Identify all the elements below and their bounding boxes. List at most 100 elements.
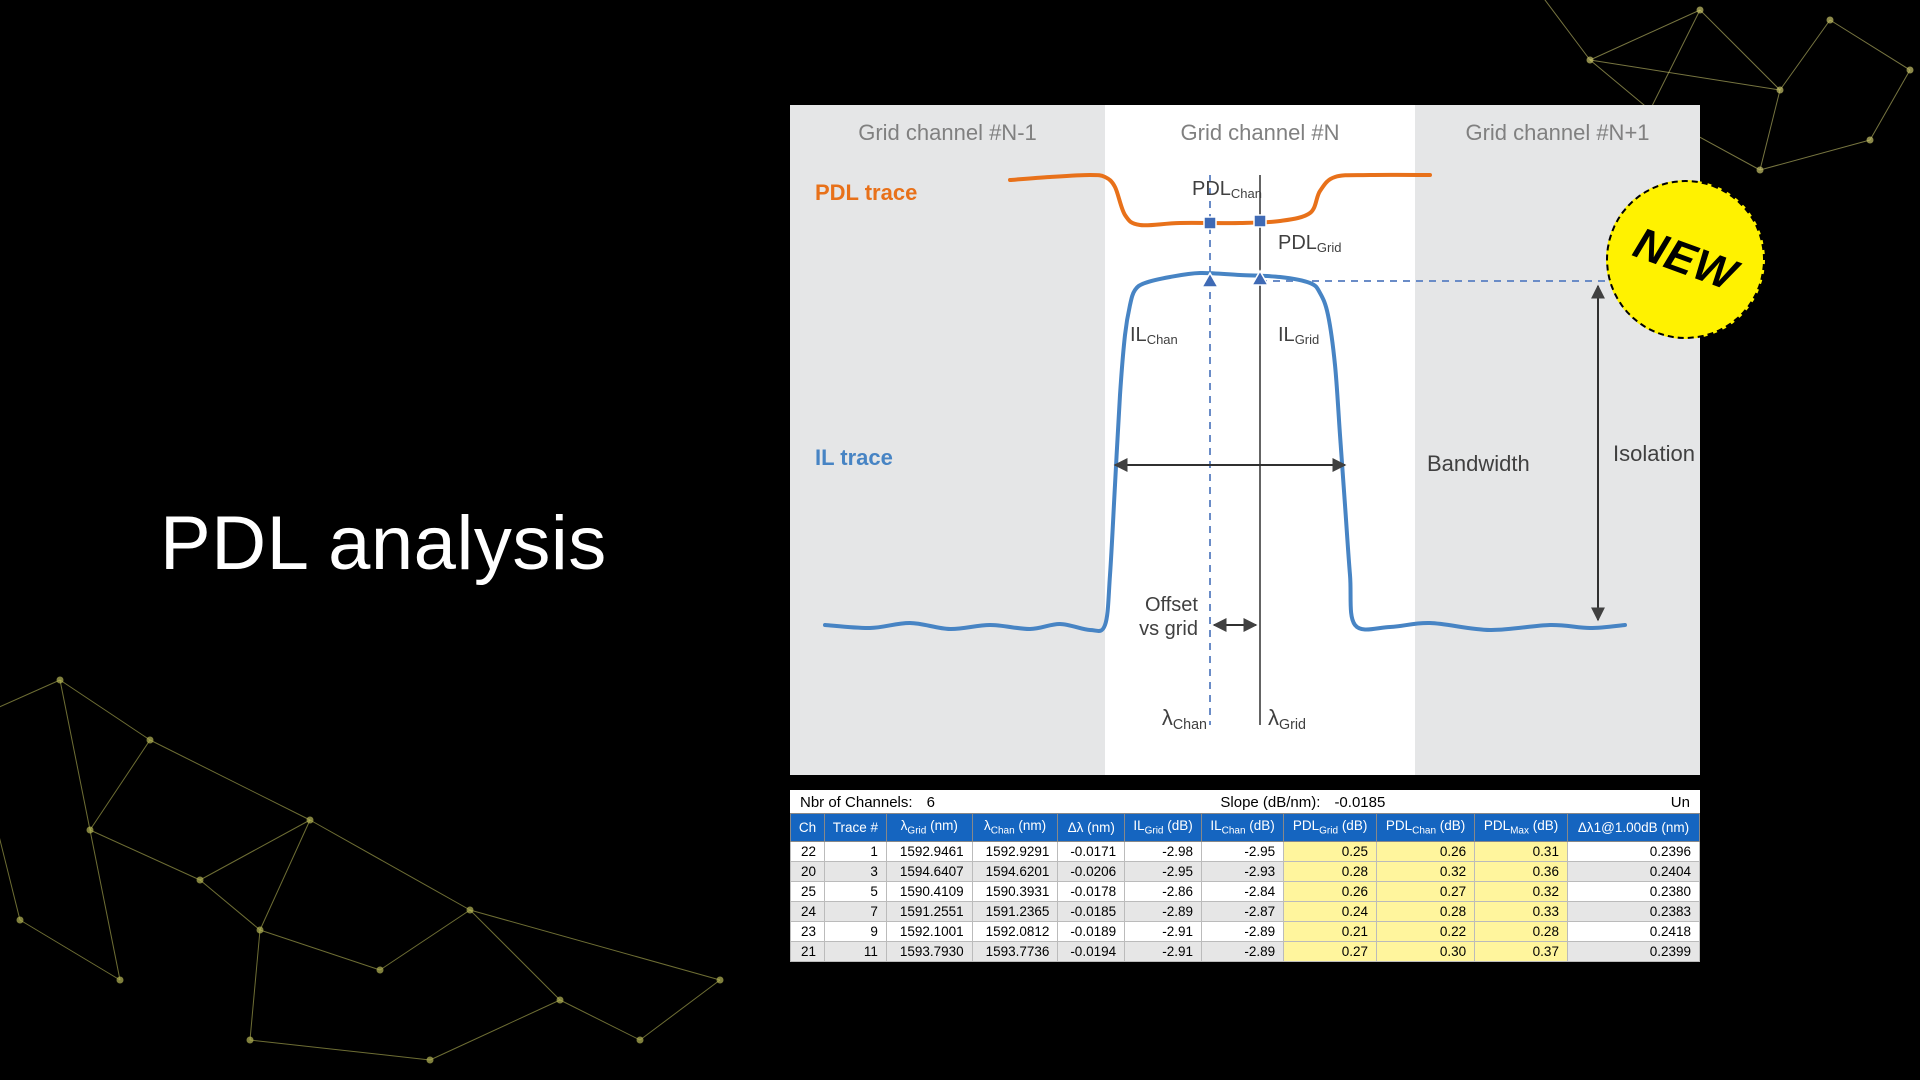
table-cell: -0.0194 bbox=[1058, 941, 1125, 961]
table-row: 2211592.94611592.9291-0.0171-2.98-2.950.… bbox=[791, 841, 1700, 861]
table-cell: 21 bbox=[791, 941, 825, 961]
slope-label: Slope (dB/nm): bbox=[1220, 794, 1320, 811]
table-cell: 1594.6201 bbox=[972, 861, 1058, 881]
table-cell: -2.86 bbox=[1125, 881, 1202, 901]
table-cell: 3 bbox=[825, 861, 887, 881]
table-cell: 24 bbox=[791, 901, 825, 921]
svg-text:Offset: Offset bbox=[1145, 594, 1198, 616]
table-cell: 0.2383 bbox=[1567, 901, 1699, 921]
table-cell: 0.27 bbox=[1377, 881, 1475, 901]
slope-value: -0.0185 bbox=[1334, 794, 1385, 811]
svg-text:Grid channel #N: Grid channel #N bbox=[1181, 120, 1340, 145]
table-cell: 1594.6407 bbox=[886, 861, 972, 881]
table-header: Δλ1@1.00dB (nm) bbox=[1567, 814, 1699, 842]
svg-text:PDL trace: PDL trace bbox=[815, 180, 917, 205]
table-cell: 0.24 bbox=[1284, 901, 1377, 921]
results-table-info: Nbr of Channels: 6 Slope (dB/nm): -0.018… bbox=[790, 790, 1700, 813]
table-cell: 1 bbox=[825, 841, 887, 861]
table-cell: 0.2380 bbox=[1567, 881, 1699, 901]
results-table-panel: Nbr of Channels: 6 Slope (dB/nm): -0.018… bbox=[790, 790, 1700, 962]
nbr-channels-label: Nbr of Channels: bbox=[800, 794, 913, 811]
svg-text:IL trace: IL trace bbox=[815, 445, 893, 470]
table-row: 2031594.64071594.6201-0.0206-2.95-2.930.… bbox=[791, 861, 1700, 881]
table-header: ILChan (dB) bbox=[1202, 814, 1284, 842]
table-header: λChan (nm) bbox=[972, 814, 1058, 842]
table-header: PDLMax (dB) bbox=[1475, 814, 1568, 842]
table-cell: 1593.7736 bbox=[972, 941, 1058, 961]
table-cell: 0.2396 bbox=[1567, 841, 1699, 861]
table-cell: 0.21 bbox=[1284, 921, 1377, 941]
table-cell: 9 bbox=[825, 921, 887, 941]
table-cell: 0.25 bbox=[1284, 841, 1377, 861]
table-cell: -0.0171 bbox=[1058, 841, 1125, 861]
table-row: 2391592.10011592.0812-0.0189-2.91-2.890.… bbox=[791, 921, 1700, 941]
table-header: PDLGrid (dB) bbox=[1284, 814, 1377, 842]
table-cell: 1592.9291 bbox=[972, 841, 1058, 861]
table-cell: 1590.3931 bbox=[972, 881, 1058, 901]
table-cell: -2.91 bbox=[1125, 921, 1202, 941]
svg-text:Grid channel #N+1: Grid channel #N+1 bbox=[1465, 120, 1649, 145]
table-cell: 0.26 bbox=[1377, 841, 1475, 861]
table-cell: 11 bbox=[825, 941, 887, 961]
table-row: 21111593.79301593.7736-0.0194-2.91-2.890… bbox=[791, 941, 1700, 961]
table-cell: 20 bbox=[791, 861, 825, 881]
table-cell: 0.28 bbox=[1475, 921, 1568, 941]
table-cell: 0.2399 bbox=[1567, 941, 1699, 961]
table-header: λGrid (nm) bbox=[886, 814, 972, 842]
table-cell: -2.95 bbox=[1202, 841, 1284, 861]
table-cell: 1591.2551 bbox=[886, 901, 972, 921]
table-cell: 0.30 bbox=[1377, 941, 1475, 961]
svg-text:vs grid: vs grid bbox=[1139, 618, 1198, 640]
table-cell: -0.0189 bbox=[1058, 921, 1125, 941]
table-cell: -2.89 bbox=[1125, 901, 1202, 921]
pdl-diagram: Grid channel #N-1 Grid channel #N Grid cha… bbox=[790, 105, 1700, 775]
svg-text:Isolation: Isolation bbox=[1613, 441, 1695, 466]
table-cell: -0.0206 bbox=[1058, 861, 1125, 881]
table-cell: 0.37 bbox=[1475, 941, 1568, 961]
page-title: PDL analysis bbox=[160, 500, 607, 587]
table-header: Trace # bbox=[825, 814, 887, 842]
table-cell: 5 bbox=[825, 881, 887, 901]
table-row: 2551590.41091590.3931-0.0178-2.86-2.840.… bbox=[791, 881, 1700, 901]
table-header: PDLChan (dB) bbox=[1377, 814, 1475, 842]
table-cell: 0.32 bbox=[1377, 861, 1475, 881]
table-row: 2471591.25511591.2365-0.0185-2.89-2.870.… bbox=[791, 901, 1700, 921]
nbr-channels-value: 6 bbox=[927, 794, 935, 811]
table-header: ILGrid (dB) bbox=[1125, 814, 1202, 842]
new-badge-label: NEW bbox=[1627, 218, 1743, 301]
table-cell: -0.0178 bbox=[1058, 881, 1125, 901]
svg-text:Bandwidth: Bandwidth bbox=[1427, 451, 1530, 476]
table-cell: -2.87 bbox=[1202, 901, 1284, 921]
table-cell: 22 bbox=[791, 841, 825, 861]
table-header: Ch bbox=[791, 814, 825, 842]
table-cell: 1591.2365 bbox=[972, 901, 1058, 921]
table-cell: -2.89 bbox=[1202, 941, 1284, 961]
table-cell: 0.26 bbox=[1284, 881, 1377, 901]
table-cell: 0.28 bbox=[1284, 861, 1377, 881]
table-cell: 0.36 bbox=[1475, 861, 1568, 881]
table-cell: 0.27 bbox=[1284, 941, 1377, 961]
table-cell: -2.91 bbox=[1125, 941, 1202, 961]
table-cell: 0.22 bbox=[1377, 921, 1475, 941]
table-cell: 0.28 bbox=[1377, 901, 1475, 921]
table-cell: 0.2404 bbox=[1567, 861, 1699, 881]
svg-text:Grid channel #N-1: Grid channel #N-1 bbox=[858, 120, 1037, 145]
table-cell: -2.95 bbox=[1125, 861, 1202, 881]
table-cell: 0.32 bbox=[1475, 881, 1568, 901]
unit-label: Un bbox=[1671, 794, 1690, 811]
table-cell: -0.0185 bbox=[1058, 901, 1125, 921]
table-header: Δλ (nm) bbox=[1058, 814, 1125, 842]
table-cell: 1592.9461 bbox=[886, 841, 972, 861]
table-cell: -2.89 bbox=[1202, 921, 1284, 941]
table-cell: -2.84 bbox=[1202, 881, 1284, 901]
table-cell: 0.2418 bbox=[1567, 921, 1699, 941]
table-cell: -2.93 bbox=[1202, 861, 1284, 881]
table-cell: 1592.0812 bbox=[972, 921, 1058, 941]
table-cell: 1592.1001 bbox=[886, 921, 972, 941]
table-cell: 25 bbox=[791, 881, 825, 901]
table-cell: 1593.7930 bbox=[886, 941, 972, 961]
table-cell: -2.98 bbox=[1125, 841, 1202, 861]
results-table: ChTrace #λGrid (nm)λChan (nm)Δλ (nm)ILGr… bbox=[790, 813, 1700, 962]
table-cell: 23 bbox=[791, 921, 825, 941]
table-cell: 7 bbox=[825, 901, 887, 921]
